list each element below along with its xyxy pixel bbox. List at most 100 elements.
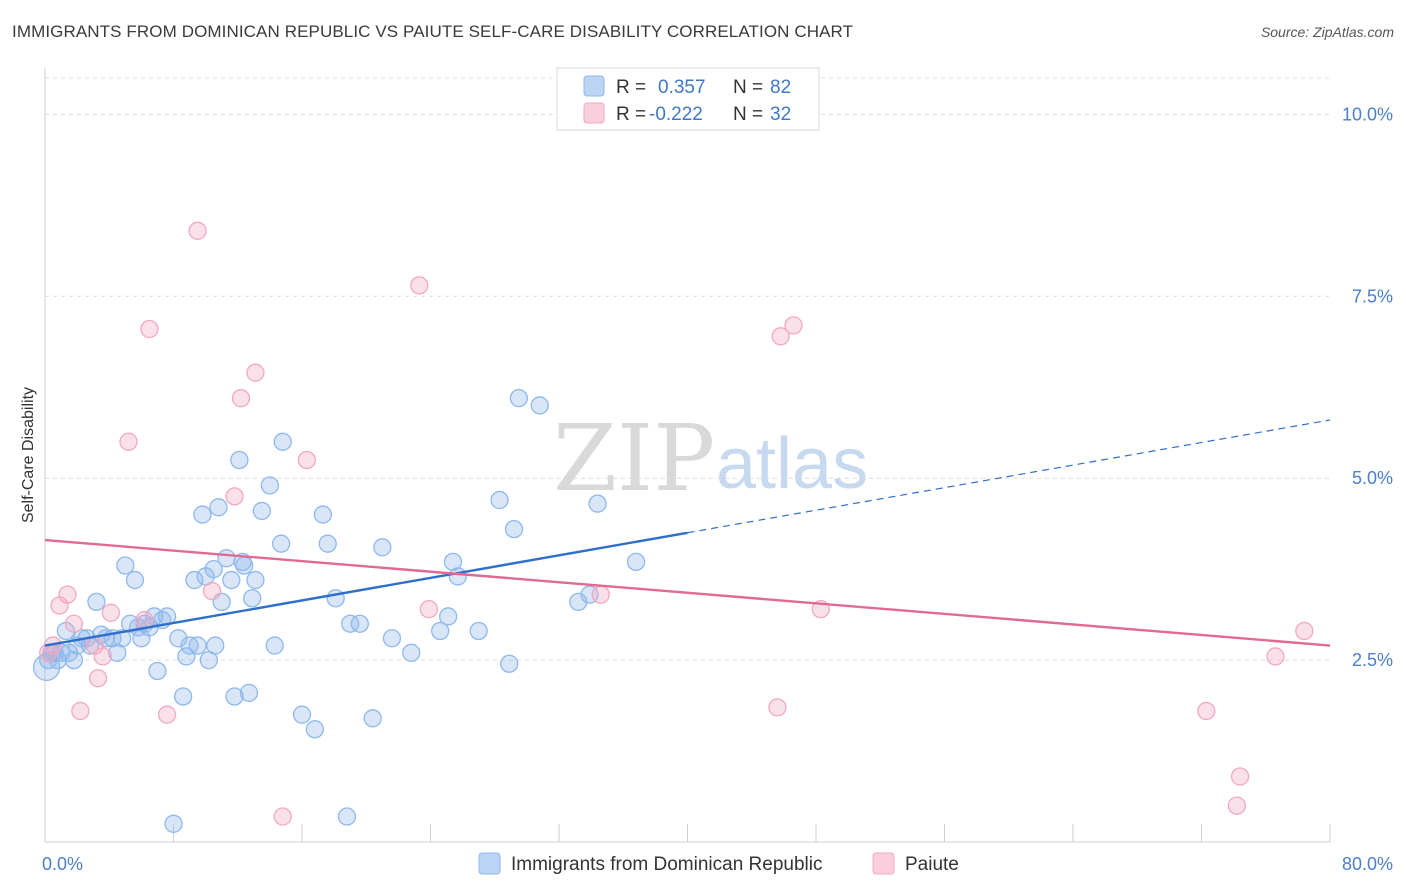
trend-line-dominican — [44, 531, 688, 647]
point-dominican-64 — [341, 614, 360, 633]
point-dominican-45 — [222, 570, 241, 590]
legend-swatch-blue — [583, 75, 605, 97]
point-dominican-68 — [382, 629, 402, 648]
point-dominican-40 — [204, 559, 223, 579]
point-dominican-50 — [239, 683, 259, 702]
point-dominican-54 — [260, 476, 280, 495]
point-dominican-75 — [490, 490, 509, 510]
point-dominican-83 — [626, 552, 646, 572]
point-dominican-82 — [588, 494, 607, 513]
point-dominican-59 — [305, 720, 325, 739]
point-dominican-77 — [504, 519, 524, 539]
point-dominican-31 — [169, 629, 188, 648]
grid-lines — [45, 77, 1330, 661]
bottom-legend-swatch-blue — [478, 852, 501, 875]
point-paiute-30 — [1230, 767, 1250, 786]
point-paiute-26 — [784, 316, 803, 335]
y-tick-label-1: 5.0% — [1352, 468, 1393, 488]
point-paiute-8 — [93, 647, 112, 666]
point-dominican-8 — [64, 650, 84, 670]
x-tick-label-0: 0.0% — [42, 854, 83, 874]
point-dominican-13 — [87, 592, 106, 612]
bottom-legend-label-2: Paiute — [905, 854, 959, 875]
point-paiute-13 — [157, 705, 177, 724]
point-dominican-44 — [217, 549, 236, 568]
x-tick-label-1: 80.0% — [1342, 854, 1393, 874]
point-dominican-67 — [373, 538, 392, 557]
chart-title: IMMIGRANTS FROM DOMINICAN REPUBLIC VS PA… — [12, 22, 854, 41]
bottom-legend: Immigrants from Dominican Republic Paiut… — [478, 852, 959, 875]
point-dominican-58 — [292, 705, 312, 724]
trend-lines — [44, 419, 1331, 647]
point-paiute-31 — [1266, 647, 1285, 666]
legend-r-label-2: R = — [616, 104, 646, 125]
y-tick-label-0: 2.5% — [1352, 650, 1393, 670]
point-dominican-37 — [193, 505, 212, 524]
point-paiute-12 — [140, 319, 159, 339]
legend-r-label-1: R = — [616, 77, 646, 98]
point-paiute-19 — [273, 807, 292, 826]
watermark-atlas: atlas — [716, 424, 868, 504]
y-tick-label-3: 10.0% — [1342, 104, 1393, 124]
point-paiute-22 — [419, 600, 439, 619]
point-dominican-60 — [313, 505, 333, 524]
point-paiute-3 — [58, 585, 77, 604]
point-dominican-42 — [209, 498, 228, 517]
legend-n-label-2: N = — [733, 104, 763, 125]
watermark: ZIP atlas — [553, 405, 868, 512]
point-paiute-15 — [202, 581, 222, 601]
point-dominican-74 — [469, 621, 488, 641]
point-dominican-35 — [185, 570, 204, 590]
point-paiute-10 — [119, 432, 138, 451]
tick-labels: 2.5% 5.0% 7.5% 10.0% 0.0% 80.0% — [42, 104, 1393, 874]
point-paiute-29 — [1227, 796, 1246, 815]
point-paiute-7 — [88, 669, 108, 688]
legend-swatch-pink — [583, 102, 605, 124]
point-paiute-14 — [188, 221, 207, 240]
point-dominican-65 — [350, 614, 369, 633]
legend-n-value-2: 32 — [770, 104, 791, 125]
point-dominican-69 — [402, 643, 421, 662]
point-paiute-32 — [1295, 621, 1314, 641]
point-paiute-28 — [1197, 701, 1216, 721]
point-dominican-19 — [116, 556, 135, 575]
point-paiute-9 — [101, 603, 121, 622]
bottom-legend-swatch-pink — [872, 852, 895, 875]
point-dominican-80 — [569, 592, 588, 612]
legend-n-value-1: 82 — [770, 77, 791, 98]
point-dominican-52 — [246, 570, 265, 590]
point-dominican-30 — [164, 814, 183, 833]
point-paiute-25 — [771, 327, 790, 346]
point-dominican-51 — [243, 589, 262, 608]
point-dominican-46 — [225, 687, 244, 706]
source-label: Source: ZipAtlas.com — [1260, 24, 1394, 40]
legend-r-value-2: -0.222 — [649, 104, 703, 125]
point-paiute-18 — [246, 363, 265, 382]
legend: R = 0.357 N = 82 R = -0.222 N = 32 — [556, 67, 820, 131]
point-dominican-76 — [500, 654, 519, 673]
point-dominican-71 — [439, 607, 458, 626]
point-paiute-24 — [768, 698, 787, 717]
point-paiute-4 — [64, 614, 84, 633]
point-dominican-57 — [273, 432, 292, 451]
bottom-legend-label-1: Immigrants from Dominican Republic — [511, 854, 823, 875]
point-dominican-17 — [108, 643, 127, 662]
data-points — [32, 221, 1314, 833]
legend-r-value-1: 0.357 — [658, 77, 706, 98]
point-dominican-70 — [430, 621, 450, 641]
point-dominican-18 — [112, 629, 132, 648]
point-paiute-16 — [225, 487, 244, 506]
legend-n-label-1: N = — [733, 77, 763, 98]
point-paiute-20 — [297, 450, 316, 470]
y-axis-label: Self-Care Disability — [20, 387, 37, 523]
point-dominican-27 — [148, 661, 167, 681]
point-dominican-56 — [271, 534, 291, 553]
point-dominican-79 — [530, 396, 549, 415]
point-dominican-72 — [443, 552, 463, 572]
point-dominican-78 — [509, 389, 528, 408]
point-paiute-1 — [43, 636, 63, 655]
point-dominican-32 — [173, 687, 193, 706]
point-dominican-53 — [252, 501, 271, 521]
point-paiute-5 — [71, 701, 90, 721]
